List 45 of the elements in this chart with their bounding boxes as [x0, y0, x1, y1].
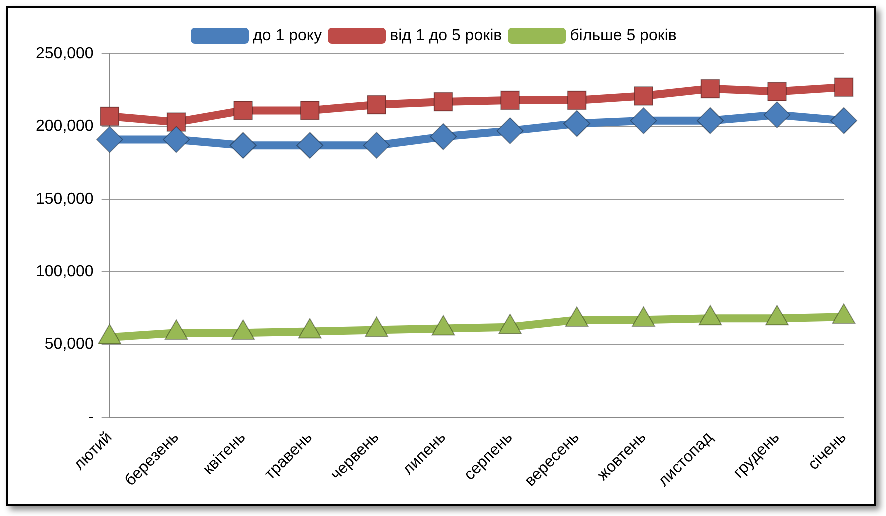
- y-tick-label: 200,000: [36, 118, 94, 136]
- point: [567, 90, 587, 110]
- point: [300, 101, 320, 120]
- point: [830, 107, 858, 134]
- point: [498, 314, 522, 334]
- point: [564, 110, 591, 138]
- point: [632, 306, 656, 328]
- point: [698, 305, 722, 326]
- point: [100, 106, 120, 126]
- point: [166, 112, 186, 132]
- point: [296, 132, 324, 160]
- point: [367, 95, 386, 115]
- point: [697, 107, 724, 134]
- point: [430, 123, 458, 150]
- y-tick-label: 100,000: [36, 263, 94, 280]
- point: [834, 78, 854, 98]
- legend-label: від 1 до 5 років: [390, 27, 502, 44]
- y-tick-label: 250,000: [36, 45, 94, 62]
- point: [98, 324, 122, 345]
- point: [298, 318, 322, 339]
- y-tick-label: -: [88, 408, 94, 426]
- point: [163, 126, 190, 154]
- point: [434, 92, 454, 112]
- point: [634, 86, 654, 106]
- point: [234, 101, 254, 120]
- point: [500, 90, 520, 110]
- point: [432, 315, 456, 336]
- point: [768, 82, 787, 102]
- point: [766, 305, 790, 326]
- y-tick-label: 50,000: [44, 336, 94, 354]
- point: [496, 118, 524, 145]
- point: [365, 316, 389, 338]
- point: [832, 304, 856, 324]
- point: [363, 132, 390, 160]
- point: [565, 306, 589, 328]
- y-tick-label: 150,000: [36, 190, 94, 208]
- point: [164, 320, 188, 340]
- point: [630, 107, 658, 134]
- point: [232, 320, 256, 340]
- point: [230, 132, 257, 160]
- point: [764, 102, 791, 129]
- legend-label: більше 5 років: [570, 27, 677, 44]
- point: [700, 79, 720, 99]
- legend-label: до 1 року: [253, 27, 322, 44]
- point: [96, 126, 124, 154]
